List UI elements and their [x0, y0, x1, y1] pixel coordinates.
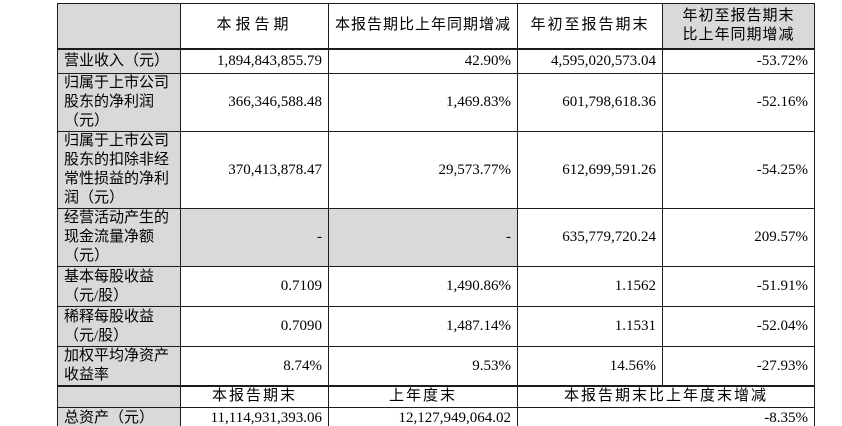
cell-ytd: 1.1531 [517, 306, 663, 347]
table-row: 稀释每股收益（元/股） 0.7090 1,487.14% 1.1531 -52.… [57, 306, 815, 347]
header-ytd-yoy-line2: 比上年同期增减 [682, 26, 795, 43]
cell-ytd: 635,779,720.24 [517, 208, 663, 267]
table-header-row: 本报告期 本报告期比上年同期增减 年初至报告期末 年初至报告期末 比上年同期增减 [57, 3, 815, 50]
cell-current-period: 0.7109 [180, 266, 329, 307]
row-label: 稀释每股收益（元/股） [57, 306, 181, 347]
row-label: 经营活动产生的现金流量净额（元） [57, 208, 181, 267]
cell-current-period-yoy: - [328, 208, 518, 267]
cell-ytd: 601,798,618.36 [517, 73, 663, 132]
header-ytd: 年初至报告期末 [517, 3, 663, 50]
subheader-change: 本报告期末比上年度末增减 [517, 385, 815, 408]
cell-current-period-yoy: 29,573.77% [328, 131, 518, 209]
row-label: 归属于上市公司股东的扣除非经常性损益的净利润（元） [57, 131, 181, 209]
financial-summary-table: 本报告期 本报告期比上年同期增减 年初至报告期末 年初至报告期末 比上年同期增减… [57, 3, 815, 426]
header-current-period-yoy: 本报告期比上年同期增减 [328, 3, 518, 50]
cell-current-period-yoy: 9.53% [328, 346, 518, 387]
cell-current-period: 1,894,843,855.79 [180, 48, 329, 74]
table-row: 归属于上市公司股东的扣除非经常性损益的净利润（元） 370,413,878.47… [57, 131, 815, 209]
header-current-period: 本报告期 [180, 3, 329, 50]
row-label: 归属于上市公司股东的净利润（元） [57, 73, 181, 132]
cell-ytd-yoy: -52.16% [662, 73, 815, 132]
row-label: 营业收入（元） [57, 48, 181, 74]
subheader-prev-year-end: 上年度末 [328, 385, 518, 408]
cell-current-period-yoy: 1,469.83% [328, 73, 518, 132]
cell-ytd: 14.56% [517, 346, 663, 387]
cell-ytd-yoy: -54.25% [662, 131, 815, 209]
cell-prev-year-end: 12,127,949,064.02 [328, 406, 518, 426]
table-row: 总资产（元） 11,114,931,393.06 12,127,949,064.… [57, 406, 815, 426]
cell-ytd-yoy: -53.72% [662, 48, 815, 74]
cell-current-period-yoy: 1,490.86% [328, 266, 518, 307]
row-label: 基本每股收益（元/股） [57, 266, 181, 307]
cell-ytd-yoy: -52.04% [662, 306, 815, 347]
section2-header-row: 本报告期末 上年度末 本报告期末比上年度末增减 [57, 385, 815, 408]
cell-ytd-yoy: 209.57% [662, 208, 815, 267]
header-ytd-yoy: 年初至报告期末 比上年同期增减 [662, 3, 815, 50]
cell-change: -8.35% [517, 406, 815, 426]
table-row: 经营活动产生的现金流量净额（元） - - 635,779,720.24 209.… [57, 208, 815, 267]
header-ytd-yoy-line1: 年初至报告期末 [682, 7, 795, 24]
cell-current-period: - [180, 208, 329, 267]
cell-ytd: 612,699,591.26 [517, 131, 663, 209]
table-row: 营业收入（元） 1,894,843,855.79 42.90% 4,595,02… [57, 48, 815, 74]
cell-period-end: 11,114,931,393.06 [180, 406, 329, 426]
cell-current-period: 0.7090 [180, 306, 329, 347]
cell-current-period-yoy: 1,487.14% [328, 306, 518, 347]
subheader-period-end: 本报告期末 [180, 385, 329, 408]
row-label: 总资产（元） [57, 406, 181, 426]
cell-ytd-yoy: -27.93% [662, 346, 815, 387]
cell-ytd: 4,595,020,573.04 [517, 48, 663, 74]
cell-current-period: 366,346,588.48 [180, 73, 329, 132]
table-row: 基本每股收益（元/股） 0.7109 1,490.86% 1.1562 -51.… [57, 266, 815, 307]
table-row: 加权平均净资产收益率 8.74% 9.53% 14.56% -27.93% [57, 346, 815, 387]
row-label: 加权平均净资产收益率 [57, 346, 181, 387]
cell-current-period-yoy: 42.90% [328, 48, 518, 74]
header-empty-cell [57, 3, 181, 50]
table-row: 归属于上市公司股东的净利润（元） 366,346,588.48 1,469.83… [57, 73, 815, 132]
cell-ytd: 1.1562 [517, 266, 663, 307]
cell-current-period: 8.74% [180, 346, 329, 387]
cell-ytd-yoy: -51.91% [662, 266, 815, 307]
subheader-empty-cell [57, 385, 181, 408]
cell-current-period: 370,413,878.47 [180, 131, 329, 209]
